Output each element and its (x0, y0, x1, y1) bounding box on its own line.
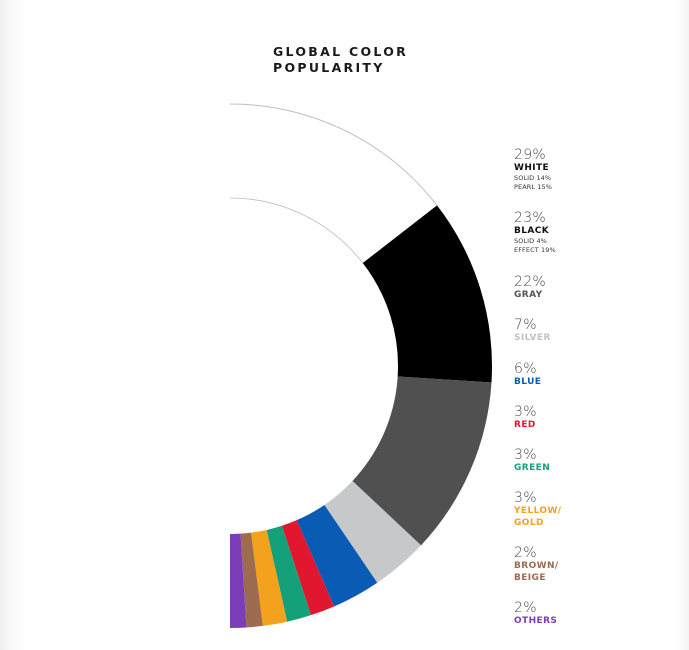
legend-item-gray: 22% GRAY (514, 275, 546, 301)
legend-percent: 23% (514, 210, 547, 226)
slice-yellow-gold (251, 529, 288, 626)
legend-item-yellow-gold: 3% YELLOW/GOLD (514, 491, 561, 529)
legend-detail: SOLID 4% (514, 237, 547, 245)
legend-label: SILVER (514, 333, 551, 343)
legend-label: YELLOW/ (514, 506, 562, 516)
slice-silver (324, 481, 421, 583)
legend-label: BEIGE (514, 573, 546, 583)
legend-label: GOLD (514, 518, 544, 528)
legend-detail: PEARL 15% (514, 183, 553, 191)
legend-percent: 3% (514, 447, 537, 463)
legend-percent: 3% (514, 404, 537, 420)
legend-percent: 7% (514, 317, 537, 333)
legend-label: BLACK (514, 226, 550, 236)
white-slice-outline (229, 103, 438, 264)
legend-label: GREEN (514, 463, 551, 473)
white-slice-arc (229, 103, 438, 206)
legend-item-black: 23% BLACK SOLID 4% EFFECT 19% (514, 211, 556, 255)
slice-green (266, 525, 311, 622)
donut-slices (230, 104, 492, 628)
legend-percent: 6% (514, 361, 537, 377)
chart-title: GLOBAL COLOR POPULARITY (273, 44, 408, 76)
legend-label: GRAY (514, 290, 543, 300)
chart-title-line-1: GLOBAL COLOR (273, 44, 409, 59)
slice-red (281, 520, 335, 616)
legend-label: RED (514, 420, 536, 430)
legend-percent: 2% (514, 600, 537, 616)
legend-label: BLUE (514, 377, 542, 387)
legend-item-others: 2% OTHERS (514, 601, 557, 627)
legend-item-brown-beige: 2% BROWN/BEIGE (514, 546, 559, 584)
legend-detail: EFFECT 19% (514, 246, 556, 254)
legend-item-red: 3% RED (514, 405, 537, 431)
slice-gray (352, 376, 492, 546)
legend-label: OTHERS (514, 616, 558, 626)
legend-percent: 3% (514, 490, 537, 506)
slice-blue (296, 504, 378, 607)
chart-title-line-2: POPULARITY (273, 60, 385, 75)
legend-label: WHITE (514, 163, 550, 173)
legend-item-blue: 6% BLUE (514, 362, 541, 388)
slice-others (230, 533, 247, 628)
legend-percent: 22% (514, 274, 547, 290)
white-slice-arc (229, 197, 364, 264)
legend-percent: 2% (514, 545, 537, 561)
slice-brown-beige (240, 532, 263, 628)
slice-black (362, 205, 492, 383)
slice-white (230, 104, 438, 264)
legend-item-silver: 7% SILVER (514, 318, 551, 344)
legend-label: BROWN/ (514, 561, 559, 571)
legend-percent: 29% (514, 147, 547, 163)
legend-detail: SOLID 14% (514, 174, 552, 182)
legend-item-green: 3% GREEN (514, 448, 550, 474)
legend-item-white: 29% WHITE SOLID 14% PEARL 15% (514, 148, 552, 192)
